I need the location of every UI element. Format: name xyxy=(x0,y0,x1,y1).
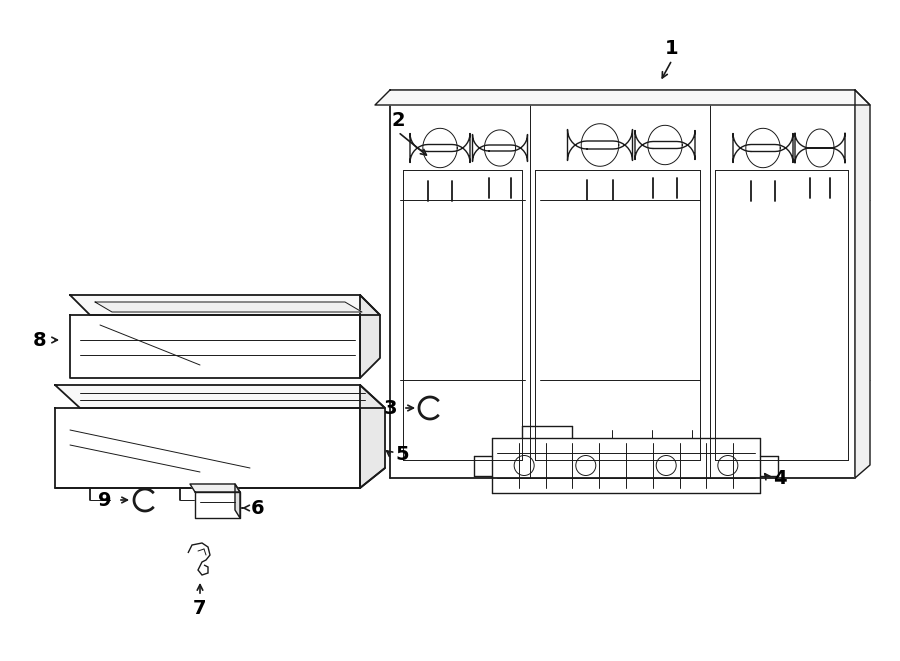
Polygon shape xyxy=(568,130,633,161)
Text: 6: 6 xyxy=(251,498,265,518)
Polygon shape xyxy=(375,90,870,105)
Polygon shape xyxy=(855,90,870,478)
Polygon shape xyxy=(235,484,240,518)
Polygon shape xyxy=(733,134,793,163)
Polygon shape xyxy=(55,408,360,488)
Text: 2: 2 xyxy=(392,110,405,130)
Polygon shape xyxy=(70,295,380,315)
Polygon shape xyxy=(410,134,470,163)
Text: 9: 9 xyxy=(98,490,112,510)
Polygon shape xyxy=(95,302,362,312)
Text: 1: 1 xyxy=(665,38,679,58)
Polygon shape xyxy=(55,385,385,408)
Polygon shape xyxy=(195,492,240,518)
Polygon shape xyxy=(795,133,845,163)
Polygon shape xyxy=(70,315,360,378)
Polygon shape xyxy=(360,295,380,378)
Text: 3: 3 xyxy=(383,399,397,418)
Polygon shape xyxy=(190,484,240,492)
Text: 8: 8 xyxy=(33,330,47,350)
Polygon shape xyxy=(472,134,527,161)
Text: 4: 4 xyxy=(773,469,787,488)
Polygon shape xyxy=(360,385,385,488)
Text: 5: 5 xyxy=(395,446,409,465)
Polygon shape xyxy=(635,130,695,159)
Text: 7: 7 xyxy=(194,598,207,617)
